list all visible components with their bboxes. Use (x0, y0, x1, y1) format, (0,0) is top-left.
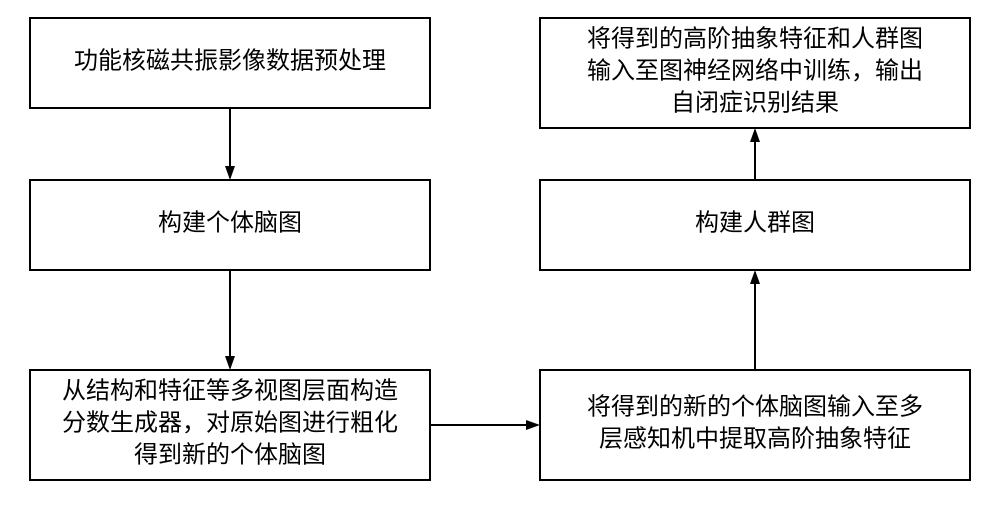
flow-edge (225, 270, 235, 370)
flow-node-label: 自闭症识别结果 (671, 90, 839, 117)
flow-edge (225, 108, 235, 180)
arrow-head-icon (225, 166, 235, 180)
flow-node-n4: 将得到的新的个体脑图输入至多层感知机中提取高阶抽象特征 (540, 370, 970, 480)
flow-node-label: 将得到的新的个体脑图输入至多 (587, 394, 923, 421)
flow-node-label: 构建个体脑图 (158, 210, 302, 237)
flow-node-n3: 从结构和特征等多视图层面构造分数生成器，对原始图进行粗化得到新的个体脑图 (30, 370, 430, 480)
flow-node-label: 输入至图神经网络中训练，输出 (587, 58, 923, 85)
flow-node-label: 分数生成器，对原始图进行粗化 (62, 410, 398, 437)
flow-node-box (540, 370, 970, 480)
arrow-head-icon (225, 356, 235, 370)
flow-node-n1: 功能核磁共振影像数据预处理 (30, 18, 430, 108)
flow-edge (750, 128, 760, 180)
nodes-layer: 功能核磁共振影像数据预处理构建个体脑图从结构和特征等多视图层面构造分数生成器，对… (30, 18, 970, 480)
arrow-head-icon (526, 420, 540, 430)
arrow-head-icon (750, 270, 760, 284)
arrow-head-icon (750, 128, 760, 142)
flow-edge (430, 420, 540, 430)
flow-node-label: 层感知机中提取高阶抽象特征 (599, 426, 911, 453)
flow-edge (750, 270, 760, 370)
flow-node-n2: 构建个体脑图 (30, 180, 430, 270)
flow-node-label: 从结构和特征等多视图层面构造 (62, 378, 398, 405)
flow-node-n5: 构建人群图 (540, 180, 970, 270)
flow-node-label: 功能核磁共振影像数据预处理 (74, 48, 386, 75)
flow-node-label: 将得到的高阶抽象特征和人群图 (587, 26, 923, 53)
flow-node-label: 得到新的个体脑图 (134, 442, 326, 469)
flowchart-canvas: 功能核磁共振影像数据预处理构建个体脑图从结构和特征等多视图层面构造分数生成器，对… (0, 0, 1000, 507)
flow-node-label: 构建人群图 (695, 210, 815, 237)
flow-node-n6: 将得到的高阶抽象特征和人群图输入至图神经网络中训练，输出自闭症识别结果 (540, 18, 970, 128)
